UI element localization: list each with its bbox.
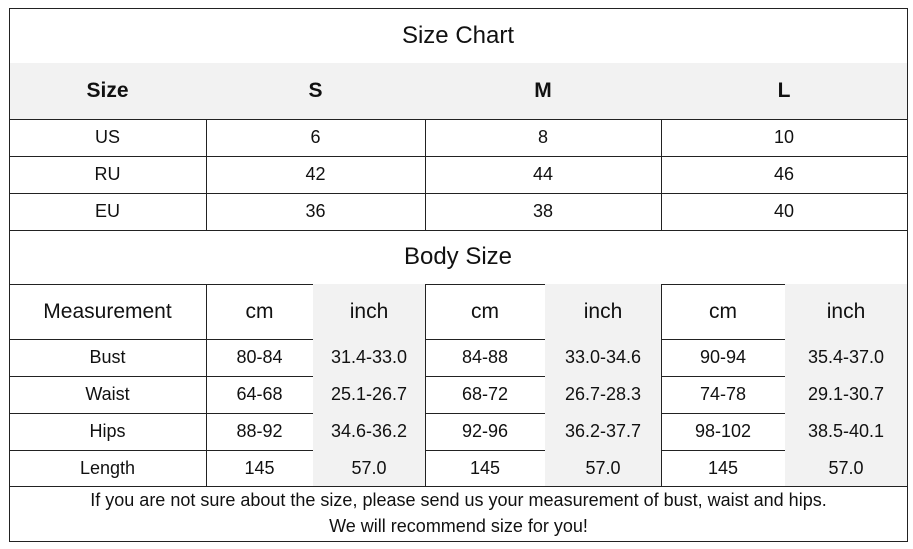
- size-value-cell: 42: [206, 156, 426, 194]
- measurement-label: Length: [9, 450, 207, 487]
- note-line-2: We will recommend size for you!: [329, 516, 588, 536]
- measurement-value-cell: 36.2-37.7: [545, 413, 662, 451]
- measurement-value-cell: 57.0: [313, 450, 426, 487]
- body-size-title: Body Size: [9, 230, 908, 285]
- size-region-label: US: [9, 119, 207, 157]
- measurement-value-cell: 145: [206, 450, 314, 487]
- measurement-value-cell: 145: [661, 450, 786, 487]
- measurement-value-cell: 88-92: [206, 413, 314, 451]
- measurement-value-cell: 74-78: [661, 376, 786, 414]
- measurement-value-cell: 145: [425, 450, 546, 487]
- size-header-cell: L: [661, 63, 908, 120]
- measurement-value-cell: 57.0: [545, 450, 662, 487]
- measurement-value-cell: 80-84: [206, 339, 314, 377]
- measurement-value-cell: 34.6-36.2: [313, 413, 426, 451]
- measurement-label: Hips: [9, 413, 207, 451]
- measurement-value-cell: 25.1-26.7: [313, 376, 426, 414]
- measurement-value-cell: 90-94: [661, 339, 786, 377]
- size-region-label: EU: [9, 193, 207, 231]
- measurement-value-cell: 26.7-28.3: [545, 376, 662, 414]
- size-header-cell: M: [425, 63, 662, 120]
- size-value-cell: 36: [206, 193, 426, 231]
- note-line-1: If you are not sure about the size, plea…: [90, 490, 827, 510]
- size-chart-title: Size Chart: [9, 8, 908, 64]
- size-value-cell: 10: [661, 119, 908, 157]
- size-value-cell: 8: [425, 119, 662, 157]
- size-header-cell: Size: [9, 63, 207, 120]
- measurement-value-cell: 57.0: [785, 450, 908, 487]
- measurement-value-cell: 38.5-40.1: [785, 413, 908, 451]
- size-region-label: RU: [9, 156, 207, 194]
- size-value-cell: 38: [425, 193, 662, 231]
- size-value-cell: 6: [206, 119, 426, 157]
- body-header-cell: inch: [785, 284, 908, 340]
- body-header-cell: inch: [313, 284, 426, 340]
- measurement-value-cell: 64-68: [206, 376, 314, 414]
- size-value-cell: 40: [661, 193, 908, 231]
- size-value-cell: 46: [661, 156, 908, 194]
- body-header-cell: Measurement: [9, 284, 207, 340]
- measurement-value-cell: 84-88: [425, 339, 546, 377]
- body-header-cell: cm: [206, 284, 314, 340]
- measurement-label: Bust: [9, 339, 207, 377]
- body-header-cell: inch: [545, 284, 662, 340]
- measurement-value-cell: 68-72: [425, 376, 546, 414]
- measurement-value-cell: 92-96: [425, 413, 546, 451]
- measurement-value-cell: 98-102: [661, 413, 786, 451]
- measurement-value-cell: 29.1-30.7: [785, 376, 908, 414]
- body-header-cell: cm: [425, 284, 546, 340]
- size-value-cell: 44: [425, 156, 662, 194]
- measurement-label: Waist: [9, 376, 207, 414]
- measurement-value-cell: 33.0-34.6: [545, 339, 662, 377]
- measurement-value-cell: 31.4-33.0: [313, 339, 426, 377]
- body-header-cell: cm: [661, 284, 786, 340]
- size-header-cell: S: [206, 63, 426, 120]
- measurement-value-cell: 35.4-37.0: [785, 339, 908, 377]
